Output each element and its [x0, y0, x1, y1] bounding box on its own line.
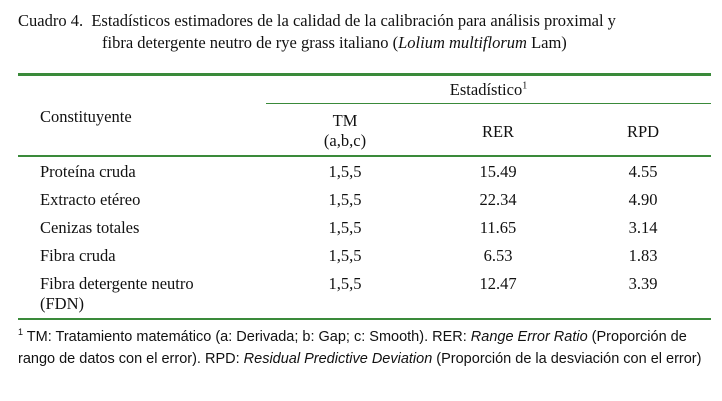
caption-line-1: Estadísticos estimadores de la calidad d… — [91, 11, 616, 30]
table-caption: Cuadro 4. Estadísticos estimadores de la… — [18, 10, 718, 54]
footnote-rer-term: Range Error Ratio — [470, 329, 588, 345]
row-label-cenizas: Cenizas totales — [40, 218, 140, 237]
column-header-rpd: RPD — [626, 122, 660, 141]
footnote-rpd-term: Residual Predictive Deviation — [243, 351, 433, 367]
group-header-footnote-marker: 1 — [522, 80, 528, 92]
cell-rer-extracto: 22.34 — [479, 190, 517, 209]
caption-line-2: fibra detergente neutro de rye grass ita… — [18, 32, 718, 54]
cell-rer-fibra-cruda: 6.53 — [483, 246, 513, 265]
cell-rer-cenizas: 11.65 — [479, 218, 517, 237]
footnote-marker: 1 — [18, 327, 24, 338]
group-header-estadistico: Estadístico1 — [266, 80, 711, 100]
row-label-proteina: Proteína cruda — [40, 162, 136, 181]
cell-rpd-cenizas: 3.14 — [628, 218, 658, 237]
table-bottom-rule — [18, 318, 711, 320]
row-label-fdn-line1: Fibra detergente neutro — [40, 274, 194, 293]
caption-label: Cuadro 4. — [18, 11, 84, 30]
cell-tm-proteina: 1,5,5 — [328, 162, 362, 181]
caption-species-name: Lolium multiflorum — [398, 33, 527, 52]
footnote-part-3: (Proporción de rango de datos con el err… — [18, 329, 687, 367]
cell-rpd-fibra-cruda: 1.83 — [628, 246, 658, 265]
cell-tm-extracto: 1,5,5 — [328, 190, 362, 209]
cell-tm-cenizas: 1,5,5 — [328, 218, 362, 237]
row-label-fdn: Fibra detergente neutro (FDN) — [40, 274, 280, 314]
cell-rpd-extracto: 4.90 — [628, 190, 658, 209]
cell-rer-fdn: 12.47 — [479, 274, 517, 293]
column-header-tm-line2: (a,b,c) — [323, 131, 367, 150]
column-header-rer: RER — [481, 122, 515, 141]
footnote-part-5: (Proporción de la desviación con el erro… — [432, 351, 702, 367]
cell-rer-proteina: 15.49 — [479, 162, 517, 181]
column-header-tm: TM (a,b,c) — [300, 111, 390, 151]
row-label-fdn-line2: (FDN) — [40, 294, 84, 313]
cell-rpd-fdn: 3.39 — [628, 274, 658, 293]
row-label-fibra-cruda: Fibra cruda — [40, 246, 116, 265]
column-header-constituyente: Constituyente — [40, 107, 132, 126]
table-top-rule — [18, 73, 711, 76]
column-header-tm-line1: TM — [332, 111, 358, 130]
row-label-extracto: Extracto etéreo — [40, 190, 141, 209]
table-footnote: 1 TM: Tratamiento matemático (a: Derivad… — [18, 326, 716, 370]
cell-rpd-proteina: 4.55 — [628, 162, 658, 181]
header-bottom-rule — [18, 155, 711, 157]
caption-line-2-pre: fibra detergente neutro de rye grass ita… — [102, 33, 399, 52]
group-header-text: Estadístico — [449, 80, 523, 99]
cell-tm-fdn: 1,5,5 — [328, 274, 362, 293]
cell-tm-fibra-cruda: 1,5,5 — [328, 246, 362, 265]
footnote-part-1: TM: Tratamiento matemático (a: Derivada;… — [23, 329, 471, 345]
group-header-rule — [266, 103, 711, 104]
caption-line-2-post: Lam) — [526, 33, 567, 52]
